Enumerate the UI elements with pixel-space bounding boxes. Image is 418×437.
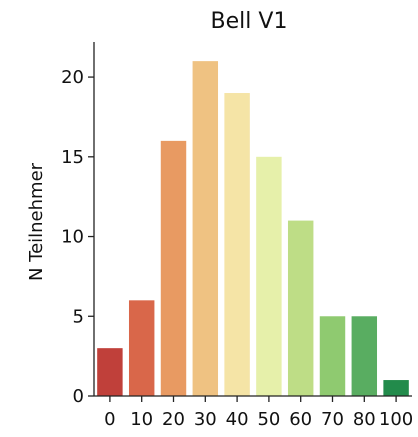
y-tick-label-10: 10	[61, 227, 84, 248]
bar-60	[287, 220, 314, 396]
x-tick-label-40: 40	[226, 409, 249, 430]
x-tick-label-80: 80	[353, 409, 376, 430]
x-tick-label-20: 20	[162, 409, 185, 430]
y-tick-label-5: 5	[73, 306, 84, 327]
bar-30	[192, 61, 219, 397]
x-ticks-group: 0 10 20 30 40 50 60 70 80 100	[104, 396, 413, 430]
y-axis-label: N Teilnehmer	[26, 162, 47, 281]
x-tick-label-100: 100	[379, 409, 413, 430]
chart-title: Bell V1	[211, 9, 288, 34]
y-tick-label-0: 0	[73, 386, 84, 407]
x-tick-label-30: 30	[194, 409, 217, 430]
bar-50	[256, 156, 282, 396]
x-tick-label-70: 70	[321, 409, 344, 430]
x-tick-label-10: 10	[130, 409, 153, 430]
bars-group	[97, 61, 409, 397]
bar-70	[319, 316, 346, 396]
y-ticks-group: 0 5 10 15 20	[61, 67, 94, 407]
bar-20	[160, 140, 187, 396]
y-tick-label-15: 15	[61, 147, 84, 168]
bar-100	[383, 380, 409, 396]
x-tick-label-50: 50	[257, 409, 280, 430]
bar-40	[224, 93, 250, 396]
x-tick-label-60: 60	[289, 409, 312, 430]
y-tick-label-20: 20	[61, 67, 84, 88]
bar-80	[351, 316, 378, 396]
bar-10	[128, 300, 155, 396]
bar-0	[97, 348, 123, 396]
x-tick-label-0: 0	[104, 409, 115, 430]
